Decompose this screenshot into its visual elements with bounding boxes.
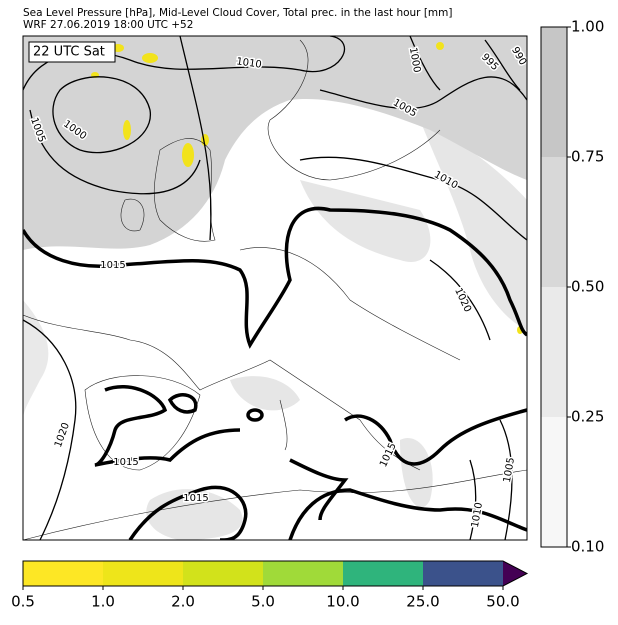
precip-tick-label: 2.0 bbox=[171, 593, 195, 611]
precip-tick-label: 50.0 bbox=[486, 593, 519, 611]
isobar-label: 1000 bbox=[407, 47, 422, 74]
precip-extend-triangle bbox=[503, 561, 527, 586]
isobar-label: 1015 bbox=[100, 260, 125, 271]
isobar-label: 1010 bbox=[236, 56, 263, 70]
precip-tick-label: 10.0 bbox=[326, 593, 359, 611]
cloud-tick-label: 0.10 bbox=[571, 538, 604, 556]
precip-color-segment bbox=[423, 561, 504, 586]
cloud-colorbar: 1.00 0.75 0.50 0.25 0.10 bbox=[540, 18, 604, 556]
cloud-tick-label: 0.25 bbox=[571, 408, 604, 426]
cloud-tick-label: 1.00 bbox=[571, 18, 604, 36]
map-frame bbox=[22, 35, 528, 541]
title: Sea Level Pressure [hPa], Mid-Level Clou… bbox=[23, 7, 453, 19]
cloud-tick-label: 0.75 bbox=[571, 148, 604, 166]
precip-color-segment bbox=[183, 561, 264, 586]
time-label: 22 UTC Sat bbox=[33, 45, 105, 60]
precip-tick-label: 25.0 bbox=[406, 593, 439, 611]
precip-tick-label: 5.0 bbox=[251, 593, 275, 611]
subtitle: WRF 27.06.2019 18:00 UTC +52 bbox=[23, 19, 193, 31]
precip-color-segment bbox=[263, 561, 344, 586]
isobar-label: 1015 bbox=[183, 493, 208, 504]
precip-tick-label: 1.0 bbox=[91, 593, 115, 611]
precip-color-segment bbox=[23, 561, 104, 586]
map-area: 1010 1000 995 99010051000100510101015102010… bbox=[23, 36, 527, 540]
precip-tick-label: 0.5 bbox=[11, 593, 35, 611]
time-label-box bbox=[28, 41, 116, 63]
precip-color-segment bbox=[103, 561, 184, 586]
cloud-color-segment bbox=[541, 157, 567, 287]
cloud-color-segment bbox=[541, 417, 567, 547]
precip-colorbar-frame bbox=[22, 560, 529, 587]
cloud-color-segment bbox=[541, 27, 567, 157]
precip-colorbar: 0.5 1.0 2.0 5.0 10.0 25.0 50.0 bbox=[11, 560, 529, 611]
precip-color-segment bbox=[343, 561, 424, 586]
cloud-tick-label: 0.50 bbox=[571, 278, 604, 296]
isobar-label: 1015 bbox=[113, 457, 138, 468]
cloud-color-segment bbox=[541, 287, 567, 417]
